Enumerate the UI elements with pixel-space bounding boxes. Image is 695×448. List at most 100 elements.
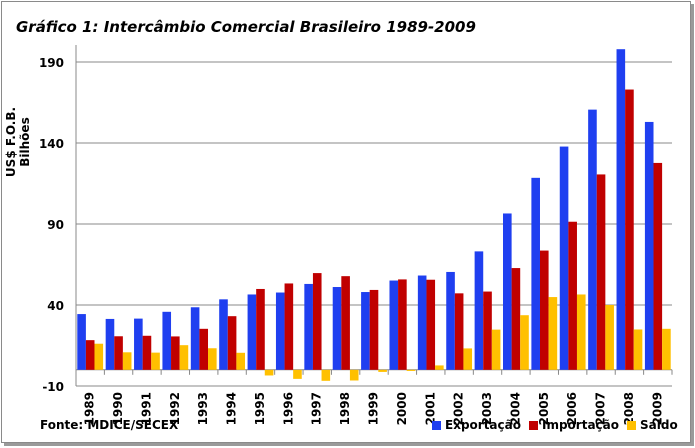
bar-exportação <box>190 307 200 370</box>
bar-saldo <box>520 315 529 370</box>
bar-importação <box>114 336 123 370</box>
bar-exportação <box>588 109 597 370</box>
x-tick-label: 2004 <box>508 392 522 425</box>
bar-importação <box>426 279 436 370</box>
x-tick-label: 2003 <box>480 392 494 425</box>
bar-saldo <box>378 369 387 372</box>
bar-importação <box>142 335 152 370</box>
bar-saldo <box>208 348 217 370</box>
y-tick-label: 140 <box>39 137 64 151</box>
x-tick-label: 2009 <box>650 392 664 425</box>
x-tick-label: 1998 <box>338 392 352 425</box>
bar-importação <box>568 221 577 370</box>
x-tick-label: 2005 <box>537 392 551 425</box>
x-tick-label: 2000 <box>395 392 409 425</box>
bar-importação <box>171 336 180 370</box>
bar-saldo <box>491 329 501 370</box>
bar-exportação <box>219 299 228 370</box>
bar-saldo <box>122 352 132 370</box>
y-tick-label: -10 <box>42 380 64 394</box>
bar-exportação <box>105 318 115 370</box>
bar-exportação <box>474 251 484 370</box>
bar-exportação <box>446 271 455 370</box>
bar-saldo <box>633 329 643 370</box>
x-tick-label: 1994 <box>225 392 239 425</box>
bar-saldo <box>576 294 586 370</box>
bar-saldo <box>179 345 189 370</box>
bar-importação <box>653 162 663 370</box>
source-note: Fonte: MDICE/SECEX <box>40 418 179 432</box>
bar-importação <box>256 288 265 370</box>
bar-saldo <box>236 352 245 370</box>
x-tick-label: 1999 <box>367 392 381 425</box>
bar-exportação <box>162 311 172 370</box>
bar-importação <box>227 316 237 370</box>
bar-exportação <box>644 121 654 370</box>
legend: Exportação Importação Saldo <box>432 418 678 432</box>
legend-item-exportacao: Exportação <box>432 418 521 432</box>
legend-item-importacao: Importação <box>528 418 619 432</box>
x-tick-label: 1991 <box>139 392 153 425</box>
x-tick-label: 1990 <box>111 392 125 425</box>
bar-importação <box>398 279 407 370</box>
bar-exportação <box>559 146 569 370</box>
bar-importação <box>341 276 350 370</box>
x-tick-label: 2002 <box>452 392 466 425</box>
bar-importação <box>312 273 322 370</box>
bar-exportação <box>531 177 540 370</box>
legend-label: Importação <box>541 418 619 432</box>
bar-saldo <box>662 328 671 370</box>
bar-saldo <box>435 365 444 370</box>
bar-importação <box>85 340 95 370</box>
bar-importação <box>483 291 492 370</box>
x-tick-label: 1995 <box>253 392 267 425</box>
bar-exportação <box>503 213 512 370</box>
bar-importação <box>625 89 634 370</box>
bar-importação <box>539 250 549 370</box>
bar-importação <box>511 268 521 370</box>
bar-exportação <box>275 292 285 370</box>
x-tick-label: 1993 <box>196 392 210 425</box>
bar-exportação <box>361 292 370 370</box>
bar-exportação <box>332 287 342 370</box>
bar-importação <box>284 283 294 370</box>
bar-exportação <box>247 294 257 370</box>
x-tick-label: 2006 <box>565 392 579 425</box>
x-tick-label: 2007 <box>594 392 608 425</box>
x-tick-label: 1992 <box>168 392 182 425</box>
legend-item-saldo: Saldo <box>627 418 678 432</box>
x-tick-label: 2001 <box>423 392 437 425</box>
legend-label: Exportação <box>445 418 521 432</box>
bar-importação <box>596 174 606 370</box>
bar-exportação <box>304 283 313 370</box>
bar-saldo <box>151 352 160 370</box>
bar-saldo <box>264 369 274 376</box>
bar-saldo <box>321 369 331 381</box>
bar-exportação <box>417 275 427 370</box>
y-tick-label: 90 <box>47 218 64 232</box>
bar-exportação <box>77 314 86 370</box>
bar-exportação <box>389 280 399 370</box>
bar-importação <box>199 328 209 370</box>
bar-exportação <box>134 318 143 370</box>
legend-swatch <box>627 420 636 430</box>
legend-label: Saldo <box>640 418 678 432</box>
bar-saldo <box>406 369 416 371</box>
chart-title: Gráfico 1: Intercâmbio Comercial Brasile… <box>16 18 476 36</box>
x-tick-label: 1996 <box>281 392 295 425</box>
bar-saldo <box>605 305 614 370</box>
bar-importação <box>454 293 464 370</box>
bar-saldo <box>463 348 473 370</box>
y-tick-label: 190 <box>39 56 64 70</box>
bar-saldo <box>349 369 359 381</box>
x-tick-label: 1997 <box>310 392 324 425</box>
bar-importação <box>369 289 379 370</box>
legend-swatch <box>528 420 538 430</box>
bar-saldo <box>548 297 558 370</box>
x-tick-label: 2008 <box>622 392 636 425</box>
bar-saldo <box>293 369 302 379</box>
x-tick-label: 1989 <box>83 392 97 425</box>
bar-exportação <box>616 49 626 370</box>
legend-swatch <box>432 420 441 430</box>
